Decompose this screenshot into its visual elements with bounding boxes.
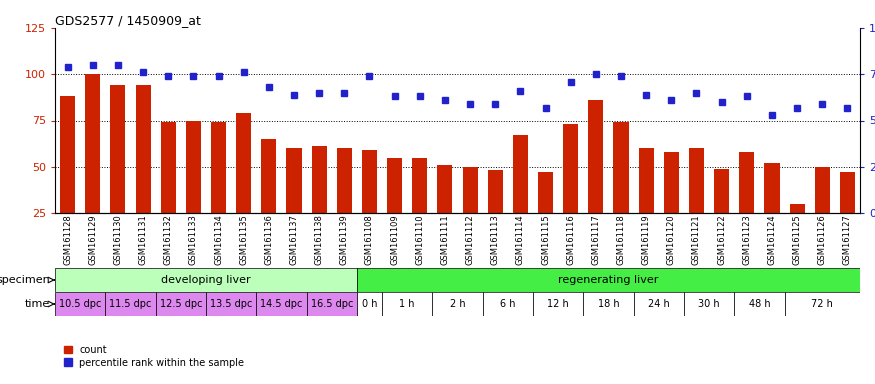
Text: 10.5 dpc: 10.5 dpc <box>59 299 102 309</box>
Text: 1 h: 1 h <box>399 299 415 309</box>
Bar <box>840 172 855 213</box>
Bar <box>85 74 101 213</box>
Text: 12 h: 12 h <box>547 299 569 309</box>
Bar <box>789 204 805 213</box>
Text: time: time <box>24 299 50 309</box>
Bar <box>136 85 150 213</box>
Bar <box>765 163 780 213</box>
Bar <box>306 292 357 316</box>
Bar <box>785 292 860 316</box>
Bar <box>161 122 176 213</box>
Bar <box>815 167 829 213</box>
Text: developing liver: developing liver <box>161 275 251 285</box>
Text: 2 h: 2 h <box>450 299 466 309</box>
Text: 12.5 dpc: 12.5 dpc <box>159 299 202 309</box>
Bar <box>357 268 860 292</box>
Text: 18 h: 18 h <box>598 299 619 309</box>
Bar <box>463 167 478 213</box>
Bar <box>588 100 604 213</box>
Bar <box>739 152 754 213</box>
Bar <box>634 292 684 316</box>
Text: 48 h: 48 h <box>749 299 770 309</box>
Bar <box>483 292 533 316</box>
Text: 24 h: 24 h <box>648 299 669 309</box>
Bar <box>513 135 528 213</box>
Bar <box>337 148 352 213</box>
Bar <box>584 292 634 316</box>
Bar <box>432 292 483 316</box>
Bar <box>533 292 584 316</box>
Text: 6 h: 6 h <box>500 299 515 309</box>
Bar <box>639 148 654 213</box>
Bar <box>55 268 357 292</box>
Bar <box>211 122 226 213</box>
Bar <box>105 292 156 316</box>
Bar <box>357 292 382 316</box>
Text: 72 h: 72 h <box>811 299 833 309</box>
Text: 14.5 dpc: 14.5 dpc <box>260 299 303 309</box>
Bar <box>387 157 402 213</box>
Bar <box>110 85 125 213</box>
Text: 30 h: 30 h <box>698 299 720 309</box>
Bar <box>262 139 276 213</box>
Bar <box>60 96 75 213</box>
Bar <box>734 292 785 316</box>
Bar <box>382 292 432 316</box>
Bar <box>362 150 377 213</box>
Bar <box>487 170 503 213</box>
Text: 16.5 dpc: 16.5 dpc <box>311 299 353 309</box>
Bar <box>689 148 704 213</box>
Bar <box>714 169 729 213</box>
Bar <box>186 121 201 213</box>
Bar <box>684 292 734 316</box>
Bar <box>538 172 553 213</box>
Bar <box>613 122 628 213</box>
Bar <box>438 165 452 213</box>
Text: specimen: specimen <box>0 275 50 285</box>
Bar <box>256 292 306 316</box>
Bar <box>206 292 256 316</box>
Bar <box>55 292 105 316</box>
Bar <box>412 157 427 213</box>
Bar <box>286 148 302 213</box>
Bar <box>236 113 251 213</box>
Text: regenerating liver: regenerating liver <box>558 275 659 285</box>
Text: 0 h: 0 h <box>361 299 377 309</box>
Text: 11.5 dpc: 11.5 dpc <box>109 299 151 309</box>
Bar <box>564 124 578 213</box>
Bar <box>664 152 679 213</box>
Text: GDS2577 / 1450909_at: GDS2577 / 1450909_at <box>55 14 201 27</box>
Bar <box>312 146 326 213</box>
Bar <box>156 292 206 316</box>
Legend: count, percentile rank within the sample: count, percentile rank within the sample <box>60 341 248 371</box>
Text: 13.5 dpc: 13.5 dpc <box>210 299 252 309</box>
